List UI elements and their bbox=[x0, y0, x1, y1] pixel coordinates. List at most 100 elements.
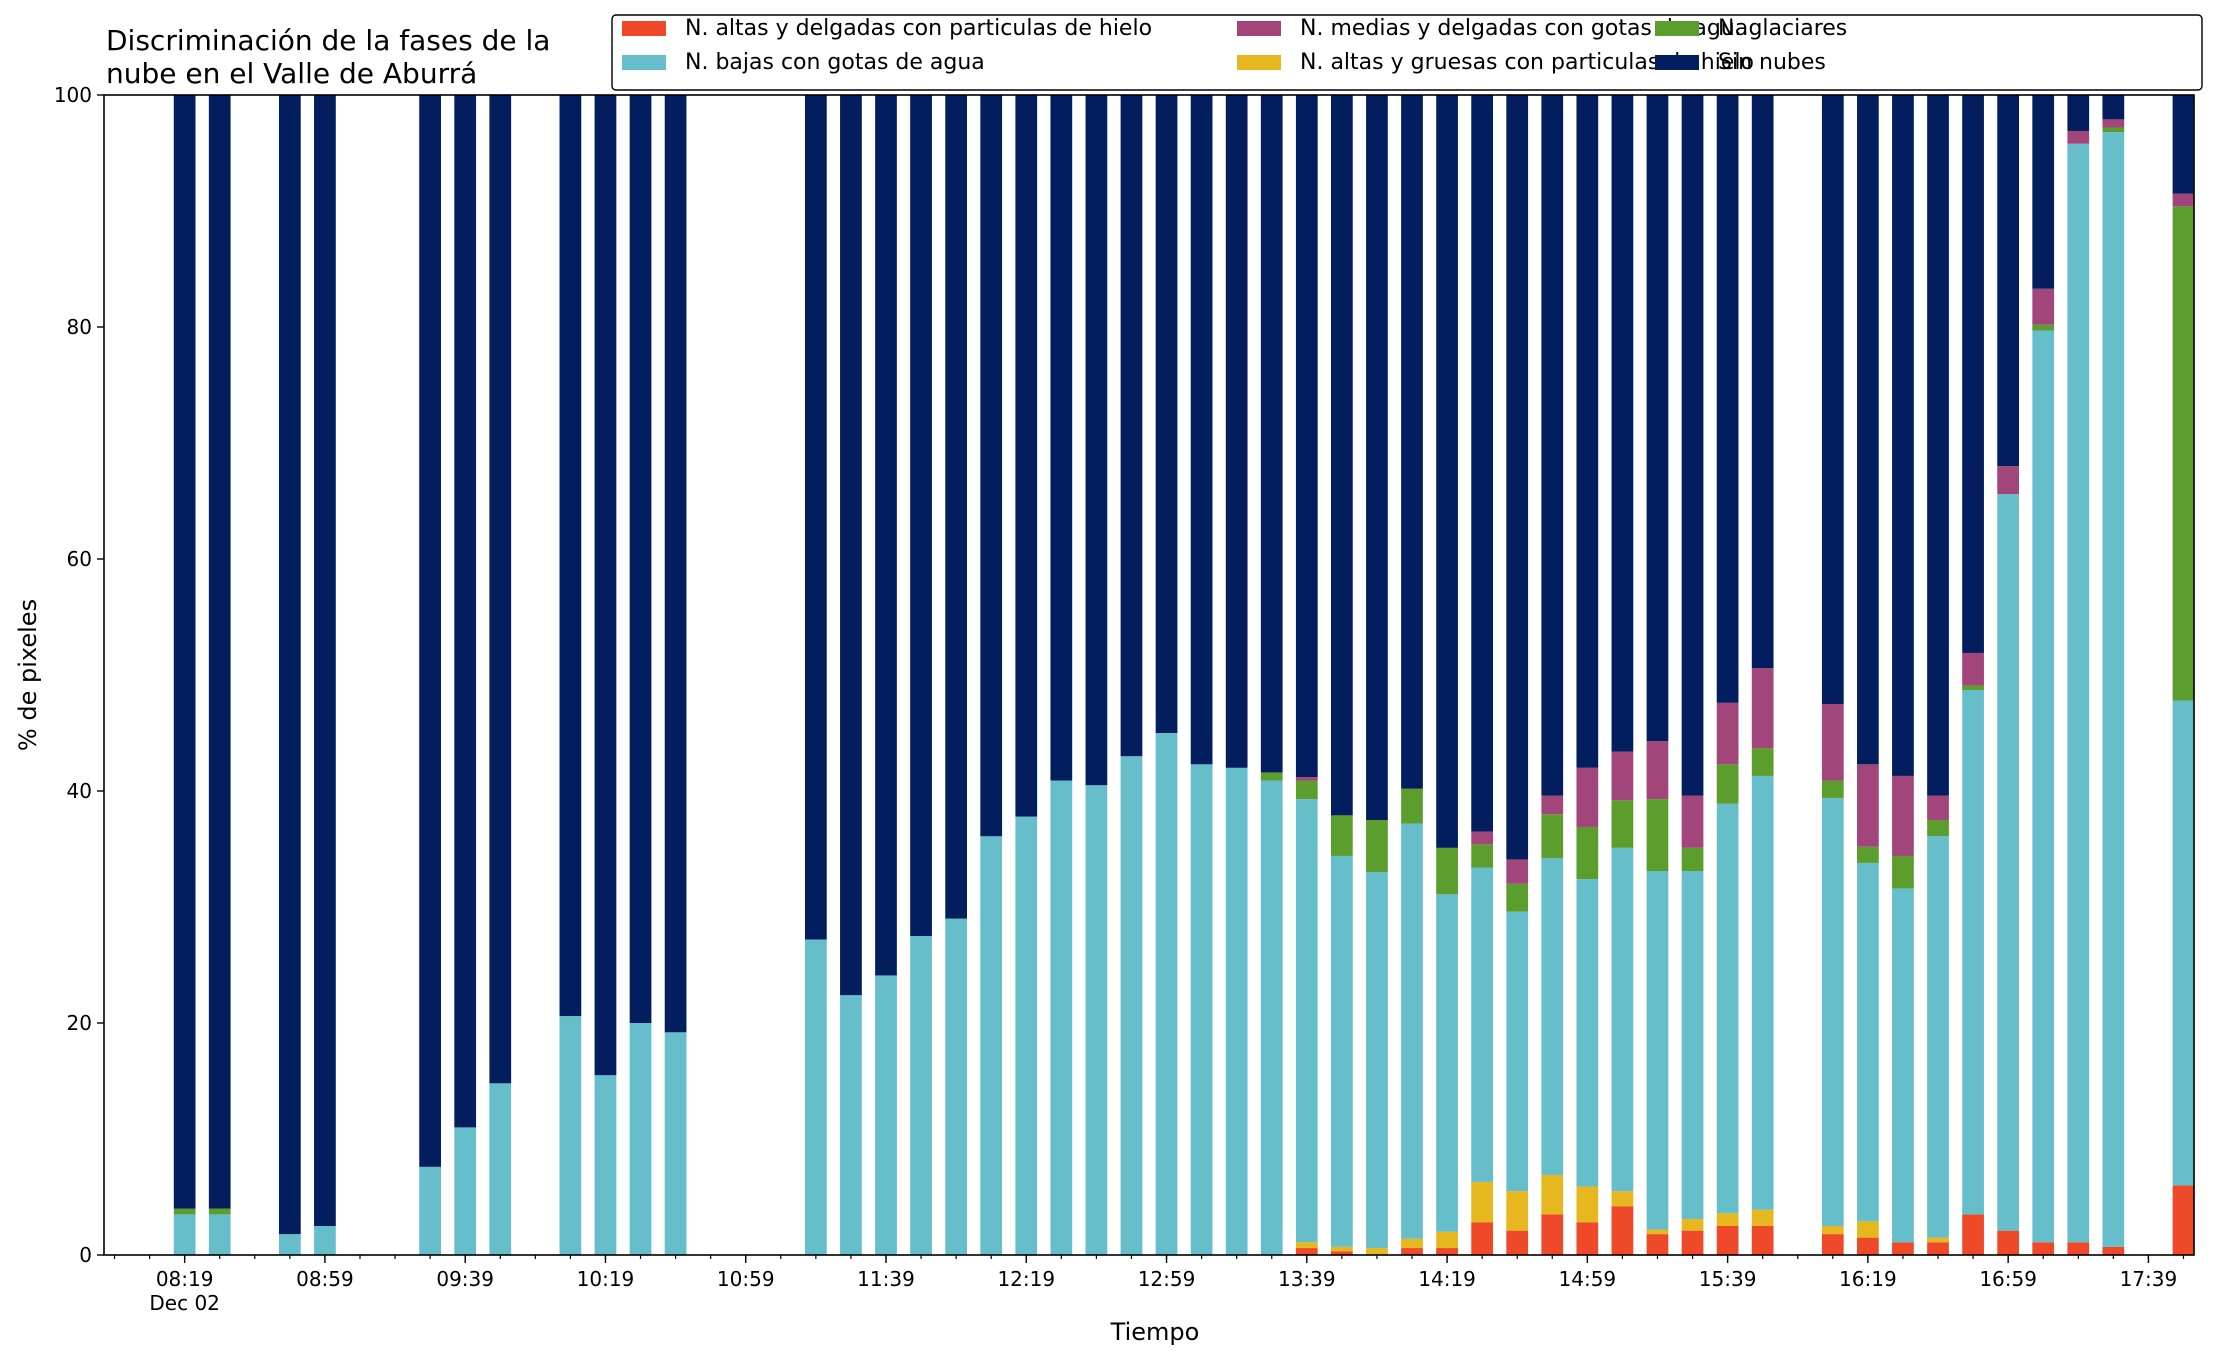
bar-segment-n-altas-y-delgadas-con-particulas-de-hielo bbox=[1857, 1237, 1879, 1255]
bar-segment-n-altas-y-delgadas-con-particulas-de-hielo bbox=[1611, 1206, 1634, 1255]
bar-segment-n-altas-y-delgadas-con-particulas-de-hielo bbox=[1892, 1242, 1914, 1255]
bar-segment-n-altas-y-delgadas-con-particulas-de-hielo bbox=[1471, 1222, 1494, 1255]
bar-segment-n-bajas-con-gotas-de-agua bbox=[664, 1032, 687, 1255]
bar-segment-n-altas-y-gruesas-con-particulas-de-hielo bbox=[1821, 1226, 1844, 1235]
bar-segment-n-altas-y-gruesas-con-particulas-de-hielo bbox=[1611, 1191, 1634, 1207]
bar-segment-n-bajas-con-gotas-de-agua bbox=[1962, 690, 1984, 1215]
bar-segment-n-bajas-con-gotas-de-agua bbox=[1225, 767, 1248, 1255]
bar-stack-48 bbox=[2172, 95, 2195, 1255]
bar-segment-sin-nubes bbox=[2067, 95, 2090, 131]
bar-segment-n-bajas-con-gotas-de-agua bbox=[2067, 143, 2090, 1243]
bar-stack-9 bbox=[629, 95, 652, 1255]
legend-swatch bbox=[1655, 21, 1699, 36]
y-tick-label: 60 bbox=[67, 547, 92, 571]
bar-segment-n-altas-y-gruesas-con-particulas-de-hielo bbox=[1295, 1242, 1318, 1249]
bar-segment-n-altas-y-gruesas-con-particulas-de-hielo bbox=[1506, 1191, 1529, 1231]
bar-segment-sin-nubes bbox=[314, 95, 336, 1226]
bar-segment-n-medias-y-delgadas-con-gotas-de-agua bbox=[1646, 741, 1669, 800]
bar-segment-sin-nubes bbox=[1821, 95, 1844, 704]
bar-segment-n-glaciares bbox=[1821, 780, 1844, 798]
bar-segment-n-glaciares bbox=[173, 1208, 196, 1215]
bar-stack-11 bbox=[804, 95, 827, 1255]
bar-segment-sin-nubes bbox=[208, 95, 231, 1209]
bar-stack-19 bbox=[1085, 95, 1108, 1255]
y-tick-label: 20 bbox=[67, 1011, 92, 1035]
bar-segment-n-medias-y-delgadas-con-gotas-de-agua bbox=[1506, 859, 1529, 884]
bar-stack-10 bbox=[664, 95, 687, 1255]
bar-segment-n-bajas-con-gotas-de-agua bbox=[980, 836, 1003, 1255]
bar-stack-29 bbox=[1436, 95, 1458, 1255]
x-tick-label: 10:19 bbox=[577, 1267, 635, 1291]
bar-segment-sin-nubes bbox=[1857, 95, 1879, 765]
bar-segment-n-bajas-con-gotas-de-agua bbox=[1366, 872, 1388, 1249]
bar-segment-n-bajas-con-gotas-de-agua bbox=[1190, 764, 1213, 1255]
bar-segment-n-bajas-con-gotas-de-agua bbox=[910, 936, 932, 1255]
bar-segment-n-bajas-con-gotas-de-agua bbox=[1997, 494, 2020, 1231]
bar-segment-n-glaciares bbox=[1892, 855, 1914, 889]
bar-stack-18 bbox=[1050, 95, 1073, 1255]
y-tick-label: 80 bbox=[67, 315, 92, 339]
bar-stack-35 bbox=[1646, 95, 1669, 1255]
bar-segment-n-altas-y-gruesas-con-particulas-de-hielo bbox=[1681, 1219, 1704, 1231]
bar-segment-n-altas-y-delgadas-con-particulas-de-hielo bbox=[1997, 1230, 2020, 1255]
x-tick-sublabel: Dec 02 bbox=[149, 1291, 220, 1315]
bar-segment-n-bajas-con-gotas-de-agua bbox=[1050, 780, 1073, 1255]
x-tick-label: 12:59 bbox=[1138, 1267, 1196, 1291]
bar-segment-n-altas-y-delgadas-con-particulas-de-hielo bbox=[1576, 1222, 1599, 1255]
bar-segment-sin-nubes bbox=[1646, 95, 1669, 742]
bar-segment-n-altas-y-delgadas-con-particulas-de-hielo bbox=[1541, 1214, 1564, 1255]
bar-segment-n-altas-y-gruesas-con-particulas-de-hielo bbox=[1576, 1186, 1599, 1223]
legend-label: N. bajas con gotas de agua bbox=[685, 50, 985, 75]
bar-segment-sin-nubes bbox=[2032, 95, 2055, 289]
bar-stack-40 bbox=[1857, 95, 1879, 1255]
bar-segment-n-altas-y-delgadas-con-particulas-de-hielo bbox=[2067, 1242, 2090, 1255]
legend-label: N. glaciares bbox=[1718, 16, 1847, 41]
bar-segment-n-altas-y-delgadas-con-particulas-de-hielo bbox=[1821, 1234, 1844, 1255]
bar-stack-12 bbox=[840, 95, 862, 1255]
bar-segment-n-altas-y-gruesas-con-particulas-de-hielo bbox=[1857, 1221, 1879, 1238]
bar-segment-n-bajas-con-gotas-de-agua bbox=[1085, 785, 1108, 1255]
bar-segment-sin-nubes bbox=[980, 95, 1003, 837]
bar-segment-n-glaciares bbox=[1857, 846, 1879, 863]
bar-segment-sin-nubes bbox=[875, 95, 897, 976]
bar-stack-32 bbox=[1541, 95, 1564, 1255]
bar-segment-n-bajas-con-gotas-de-agua bbox=[1155, 733, 1178, 1255]
bar-stack-36 bbox=[1681, 95, 1704, 1255]
chart-title-line-2: nube en el Valle de Aburrá bbox=[106, 57, 477, 90]
bar-segment-n-altas-y-delgadas-con-particulas-de-hielo bbox=[1401, 1248, 1423, 1255]
x-tick-label: 09:39 bbox=[436, 1267, 494, 1291]
bar-segment-n-glaciares bbox=[1436, 847, 1458, 895]
bar-stack-41 bbox=[1892, 95, 1914, 1255]
bar-segment-sin-nubes bbox=[1366, 95, 1388, 820]
bar-segment-n-bajas-con-gotas-de-agua bbox=[173, 1214, 196, 1255]
bar-segment-n-bajas-con-gotas-de-agua bbox=[1295, 799, 1318, 1243]
bar-segment-n-bajas-con-gotas-de-agua bbox=[2172, 700, 2195, 1186]
bar-segment-n-altas-y-delgadas-con-particulas-de-hielo bbox=[1436, 1248, 1458, 1255]
bar-segment-n-glaciares bbox=[1751, 748, 1774, 776]
bar-segment-n-glaciares bbox=[2172, 206, 2195, 701]
bar-stack-15 bbox=[945, 95, 967, 1255]
bar-segment-n-medias-y-delgadas-con-gotas-de-agua bbox=[1681, 795, 1704, 848]
bar-segment-n-medias-y-delgadas-con-gotas-de-agua bbox=[1751, 668, 1774, 749]
bar-segment-n-altas-y-delgadas-con-particulas-de-hielo bbox=[1962, 1214, 1984, 1255]
bar-segment-sin-nubes bbox=[664, 95, 687, 1033]
bar-segment-sin-nubes bbox=[2172, 95, 2195, 194]
y-tick-label: 0 bbox=[79, 1243, 92, 1267]
legend-swatch bbox=[1237, 55, 1281, 70]
bar-segment-n-medias-y-delgadas-con-gotas-de-agua bbox=[1611, 751, 1634, 801]
bar-segment-n-bajas-con-gotas-de-agua bbox=[314, 1226, 336, 1255]
bar-stack-4 bbox=[419, 95, 441, 1255]
chart-title-line-1: Discriminación de la fases de la bbox=[106, 24, 550, 57]
legend-label: Sin nubes bbox=[1718, 50, 1826, 75]
bar-segment-n-glaciares bbox=[1366, 820, 1388, 873]
x-tick-label: 12:19 bbox=[997, 1267, 1055, 1291]
bar-segment-sin-nubes bbox=[1155, 95, 1178, 733]
bar-stack-38 bbox=[1751, 95, 1774, 1255]
bar-segment-n-altas-y-gruesas-con-particulas-de-hielo bbox=[1751, 1209, 1774, 1226]
bar-segment-n-bajas-con-gotas-de-agua bbox=[1015, 816, 1038, 1255]
bar-stack-27 bbox=[1366, 95, 1388, 1255]
bar-segment-n-altas-y-gruesas-con-particulas-de-hielo bbox=[1646, 1229, 1669, 1235]
bar-segment-n-medias-y-delgadas-con-gotas-de-agua bbox=[1541, 795, 1564, 815]
bar-segment-n-bajas-con-gotas-de-agua bbox=[489, 1083, 512, 1255]
